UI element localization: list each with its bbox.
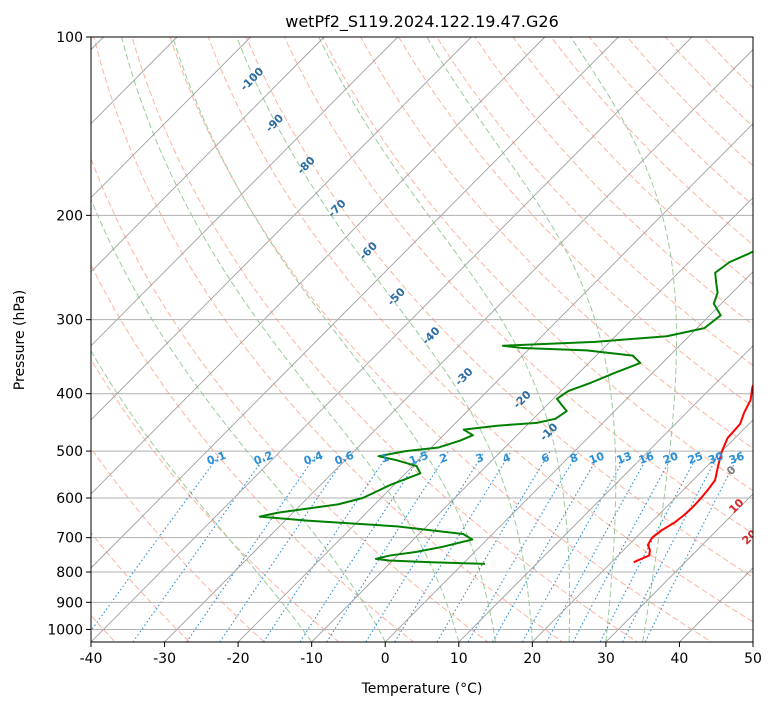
isotherm-line [311, 197, 753, 642]
y-axis-ticks: 100 200 300 400 500 600 700 800 900 1000 [47, 30, 91, 638]
x-tick-label: 30 [597, 651, 615, 667]
mixing-ratio-line [91, 450, 223, 632]
dry-adiabat-line [474, 37, 753, 326]
mixing-ratio-line [219, 450, 351, 642]
mixing-ratio-line [186, 450, 320, 642]
dry-adiabat-line [131, 37, 639, 642]
mixing-ratio-label: 0.1 [205, 449, 228, 468]
profile-series [258, 250, 753, 565]
dry-adiabat-line [398, 37, 753, 408]
dry-adiabat-line [359, 37, 753, 449]
mixing-ratio-label: 0.4 [302, 449, 325, 468]
mixing-ratio-label: 10 [587, 449, 606, 467]
dry-adiabat-line [91, 447, 265, 642]
dewpoint-profile-line [258, 250, 753, 565]
mixing-ratio-label: 8 [568, 451, 580, 466]
isotherm-line [91, 37, 619, 569]
x-tick-label: -10 [300, 651, 323, 667]
pressure-gridlines [91, 37, 753, 630]
dry-adiabat-line [169, 37, 713, 642]
x-tick-label: -20 [227, 651, 250, 667]
moist-adiabat-line [426, 37, 617, 642]
isotherm-line [458, 345, 753, 642]
isotherm-line [91, 37, 251, 199]
mixing-ratio-line [326, 450, 450, 642]
mixing-ratio-label: 36 [727, 449, 746, 467]
y-tick-label: 300 [56, 313, 83, 329]
mixing-ratio-label: 2 [438, 451, 450, 466]
x-tick-label: -40 [80, 651, 103, 667]
mixing-ratio-line [572, 450, 676, 642]
mixing-ratio-line [299, 450, 425, 642]
mixing-ratio-label: 13 [615, 450, 634, 467]
isotherm-line [532, 419, 753, 642]
mixing-ratio-label: 1 [379, 451, 391, 466]
mixing-ratio-line [546, 450, 652, 642]
y-tick-label: 600 [56, 491, 83, 507]
y-tick-label: 100 [56, 30, 83, 46]
mixing-ratio-label: 30 [706, 449, 725, 467]
mixing-ratio-line [263, 450, 391, 642]
isotherms [91, 37, 753, 642]
isotherm-line [237, 122, 753, 642]
isotherm-line [605, 493, 753, 642]
x-tick-label: -30 [153, 651, 176, 667]
y-axis-title: Pressure (hPa) [12, 290, 28, 390]
moist-adiabat-line [172, 37, 497, 642]
dry-adiabat-line [91, 358, 340, 642]
y-tick-label: 700 [56, 531, 83, 547]
plot-frame [90, 36, 754, 643]
y-tick-label: 1000 [47, 622, 83, 638]
mixing-ratio-line [644, 450, 742, 642]
mixing-ratio-label: 20 [661, 449, 680, 467]
dry-adiabat-line [91, 263, 415, 642]
isotherm-line [91, 37, 399, 347]
x-tick-label: 50 [744, 651, 762, 667]
chart-title: wetPf2_S119.2024.122.19.47.G26 [285, 12, 559, 32]
isotherm-line [164, 48, 753, 642]
temperature-profile-line [633, 383, 753, 564]
x-axis-title: Temperature (°C) [361, 681, 483, 697]
isotherm-line [384, 271, 753, 642]
mixing-ratio-label: 16 [637, 449, 656, 467]
dry-adiabat-line [93, 37, 564, 642]
mixing-ratio-label: 3 [474, 451, 486, 466]
dry-adiabat-line [207, 37, 753, 623]
moist-adiabat-line [91, 198, 386, 642]
x-tick-label: 40 [671, 651, 689, 667]
y-tick-label: 800 [56, 565, 83, 581]
isotherm-line [91, 37, 325, 273]
mixing-ratio-line [394, 450, 512, 642]
mixing-ratio-line [521, 450, 630, 642]
x-axis-ticks: -40 -30 -20 -10 0 10 20 30 40 50 [80, 642, 762, 667]
mixing-ratio-label: 6 [540, 451, 552, 466]
moist-adiabat-line [236, 37, 533, 642]
x-tick-label: 0 [381, 651, 390, 667]
moist-adiabat-line [318, 37, 571, 642]
isotherm-line [91, 37, 693, 642]
mixing-ratio-label: 0.6 [333, 449, 356, 468]
mixing-ratio-label: 0.2 [252, 449, 275, 468]
isotherm-line [91, 37, 546, 495]
moist-adiabat-line [91, 349, 313, 642]
y-tick-label: 400 [56, 387, 83, 403]
mixing-ratio-line [622, 450, 721, 642]
dry-adiabat-line [91, 157, 489, 642]
isotherm-line [91, 37, 472, 421]
mixing-ratio-label: 1.5 [407, 449, 430, 468]
y-tick-label: 200 [56, 208, 83, 224]
mixing-ratio-label: 25 [686, 450, 705, 467]
moist-adiabat-line [570, 37, 678, 642]
mixing-ratio-label: 4 [501, 451, 513, 466]
y-tick-label: 500 [56, 444, 83, 460]
dry-adiabat-line [245, 37, 753, 578]
x-tick-label: 10 [450, 651, 468, 667]
x-tick-label: 20 [523, 651, 541, 667]
y-tick-label: 900 [56, 595, 83, 611]
